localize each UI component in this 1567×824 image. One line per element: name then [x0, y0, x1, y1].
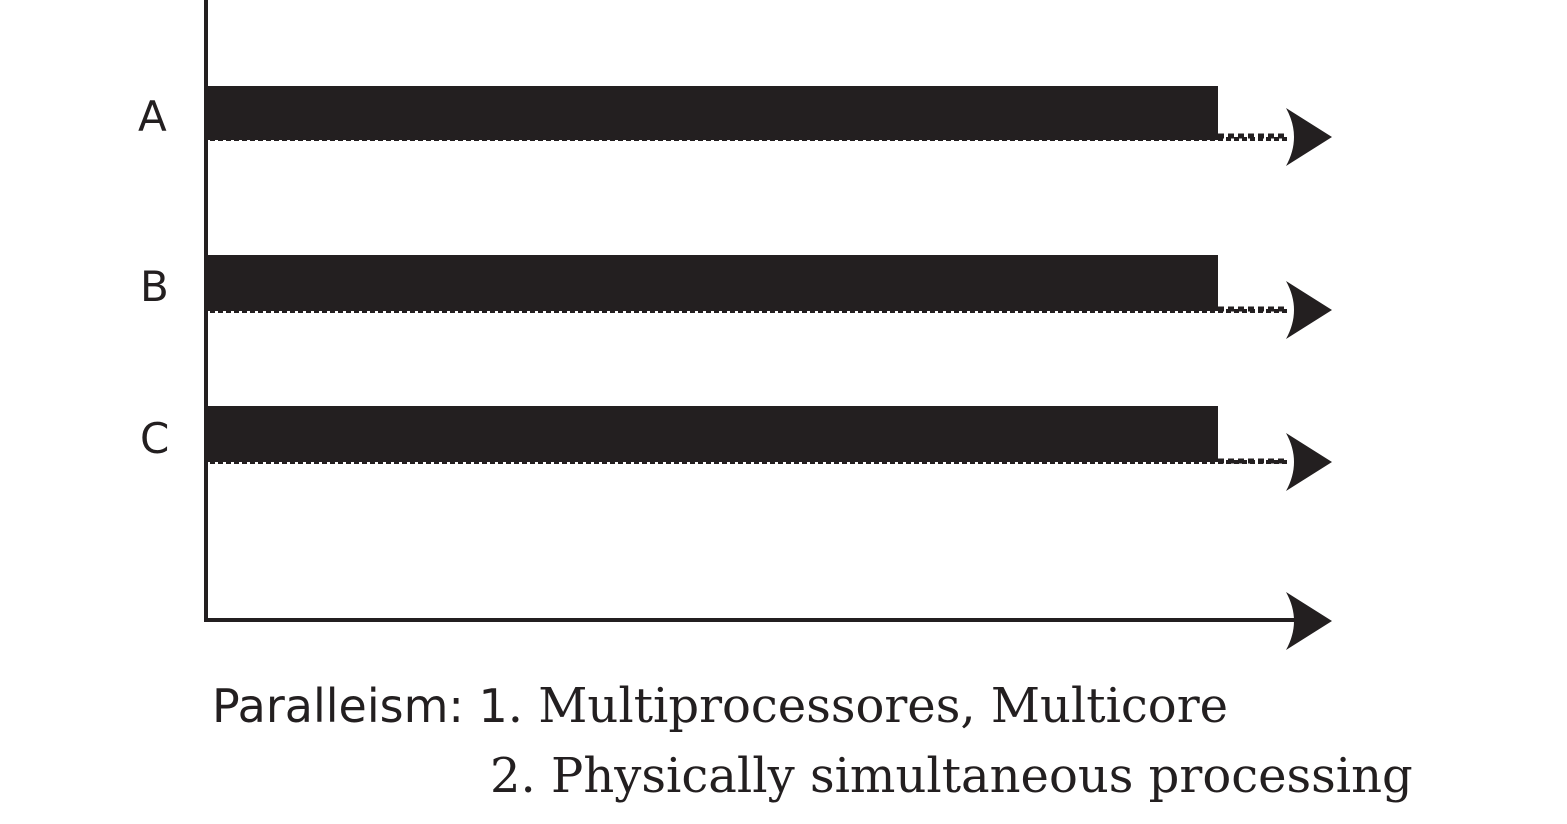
caption-item-2: 2. Physically simultaneous processing	[490, 748, 1413, 804]
caption: Paralleism: 1. Multiprocessores, Multico…	[212, 678, 1413, 804]
process-bar-b	[206, 255, 1218, 311]
row-label-a: A	[138, 92, 167, 141]
process-bar-a	[206, 86, 1218, 140]
caption-item-1: . Multiprocessores, Multicore	[508, 678, 1228, 734]
row-label-c: C	[140, 414, 169, 463]
timeline-row-a: A	[138, 86, 1332, 166]
timeline-row-c: C	[140, 406, 1332, 491]
row-b-arrowhead-icon	[1286, 281, 1332, 339]
row-a-arrowhead-icon	[1286, 108, 1332, 166]
caption-line-1: Paralleism: 1. Multiprocessores, Multico…	[212, 678, 1228, 734]
timeline-row-b: B	[140, 255, 1332, 339]
row-c-arrowhead-icon	[1286, 433, 1332, 491]
x-axis-arrowhead-icon	[1286, 592, 1332, 650]
process-bar-c	[206, 406, 1218, 462]
caption-lead: Paralleism: 1	[212, 679, 508, 733]
row-label-b: B	[140, 262, 169, 311]
